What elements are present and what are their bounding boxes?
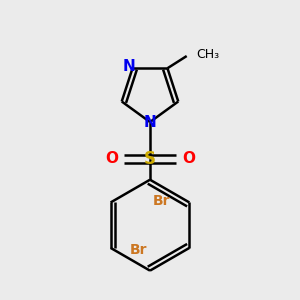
Text: S: S: [144, 150, 156, 168]
Text: N: N: [123, 59, 135, 74]
Text: N: N: [144, 115, 156, 130]
Text: Br: Br: [153, 194, 170, 208]
Text: O: O: [105, 151, 118, 166]
Text: O: O: [182, 151, 195, 166]
Text: Br: Br: [130, 243, 147, 257]
Text: CH₃: CH₃: [196, 48, 220, 61]
